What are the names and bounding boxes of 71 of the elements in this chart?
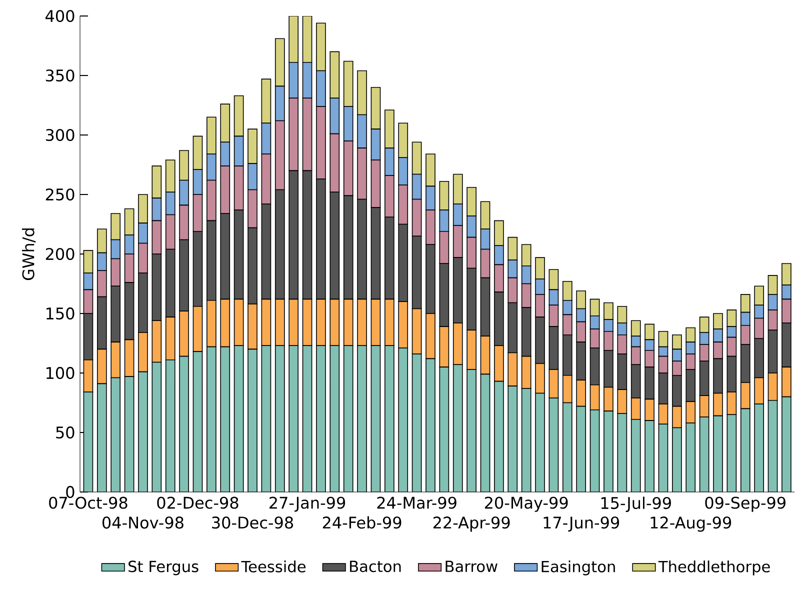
bar [768, 400, 778, 492]
bar [343, 345, 354, 492]
x-tick-label: 04-Nov-98 [102, 516, 184, 529]
bar [480, 374, 490, 492]
bar [330, 345, 340, 492]
x-tick-label: 30-Dec-98 [212, 516, 294, 529]
bar [261, 345, 272, 492]
x-tick-label: 15-Jul-99 [601, 496, 671, 512]
x-tick-label: 09-Sep-99 [705, 496, 786, 512]
bar [330, 51, 340, 99]
x-tick-label: 20-May-99 [484, 496, 568, 512]
bar [521, 244, 532, 266]
y-tick-label: 200 [46, 248, 74, 260]
bar [302, 345, 312, 492]
bar [548, 398, 559, 492]
y-axis-title: GWh/d [22, 228, 36, 280]
bar [658, 330, 668, 348]
bar [302, 16, 312, 63]
bar [343, 60, 354, 107]
y-tick-label: 400 [46, 10, 74, 22]
y-tick-label: 0 [66, 486, 74, 498]
y-tick-label: 100 [46, 366, 74, 380]
bar [192, 136, 203, 170]
bar [590, 409, 600, 492]
bar [165, 160, 176, 193]
x-tick-label: 07-Oct-98 [49, 496, 128, 509]
x-tick-label: 22-Apr-99 [433, 516, 510, 532]
legend-label: Barrow [446, 560, 498, 572]
bar [617, 413, 628, 492]
x-tick-label: 17-Jun-99 [544, 516, 620, 532]
bar [412, 142, 422, 175]
bar [165, 360, 176, 492]
bar [726, 414, 737, 492]
x-tick-label: 27-Jan-99 [270, 496, 346, 512]
bar [508, 236, 518, 260]
bar [152, 362, 162, 492]
bar [508, 386, 518, 492]
x-tick-label: 02-Dec-98 [157, 496, 238, 509]
bar [548, 269, 559, 290]
bar [412, 354, 422, 492]
x-tick-label: 12-Aug-99 [650, 516, 732, 532]
bar [234, 345, 244, 492]
bar [124, 376, 134, 492]
y-tick-label: 250 [46, 188, 74, 201]
y-tick-label: 50 [56, 426, 74, 439]
bar [261, 78, 272, 124]
y-tick-label: 350 [46, 69, 74, 82]
bar [439, 366, 450, 492]
legend-label: Easington [542, 560, 615, 576]
bar [192, 351, 203, 492]
bar [234, 95, 244, 137]
bar [439, 181, 450, 210]
x-tick-label: 24-Feb-99 [322, 516, 402, 529]
x-tick-label: 24-Mar-99 [377, 496, 456, 509]
bar [124, 208, 134, 236]
bar [590, 298, 600, 316]
y-tick-label: 300 [46, 128, 74, 142]
bar [658, 424, 668, 492]
bar [370, 86, 381, 130]
bar [521, 388, 532, 492]
legend-label: St Fergus [128, 560, 198, 576]
bar [630, 419, 641, 492]
legend-label: Theddlethorpe [658, 560, 770, 576]
bar [83, 392, 94, 492]
bar [480, 201, 490, 230]
bar [699, 416, 710, 492]
legend-label: Bacton [350, 560, 401, 572]
legend-label: Teesside [241, 560, 306, 572]
bar [370, 345, 381, 492]
y-tick-label: 150 [46, 307, 74, 320]
bar [152, 166, 162, 198]
